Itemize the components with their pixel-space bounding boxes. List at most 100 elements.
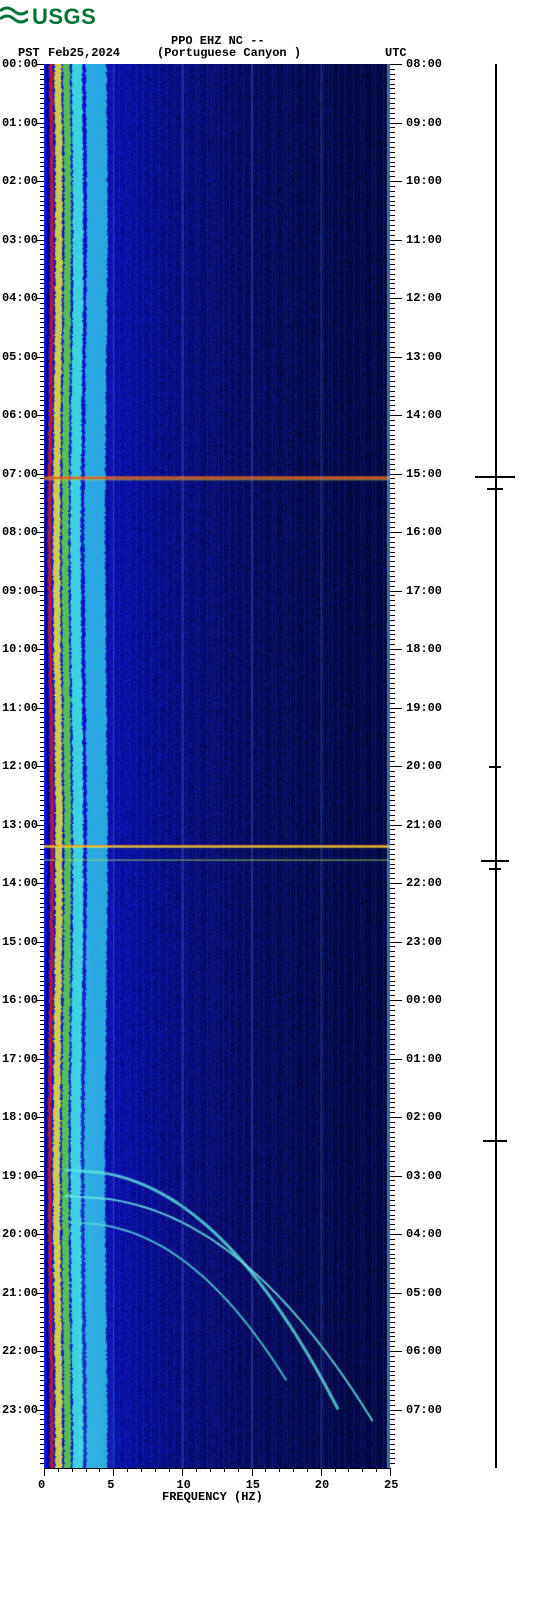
y-right-minor-tick [390, 581, 395, 582]
y-left-minor-tick [40, 1141, 44, 1142]
x-minor-tick [86, 1468, 87, 1472]
y-left-minor-tick [40, 717, 44, 718]
y-right-minor-tick [390, 537, 395, 538]
y-right-minor-tick [390, 1215, 395, 1216]
y-left-major-tick [36, 1410, 44, 1411]
y-right-minor-tick [390, 508, 395, 509]
event-track-tick [489, 868, 501, 870]
y-left-minor-tick [40, 152, 44, 153]
y-right-minor-tick [390, 1371, 395, 1372]
x-minor-tick [72, 1468, 73, 1472]
y-left-minor-tick [40, 1078, 44, 1079]
y-right-minor-tick [390, 1229, 395, 1230]
y-left-minor-tick [40, 1439, 44, 1440]
y-right-minor-tick [390, 1171, 395, 1172]
y-right-minor-tick [390, 118, 395, 119]
y-right-minor-tick [390, 1375, 395, 1376]
y-left-minor-tick [40, 868, 44, 869]
y-right-minor-tick [390, 1107, 395, 1108]
y-left-minor-tick [40, 1307, 44, 1308]
y-left-minor-tick [40, 1444, 44, 1445]
y-left-minor-tick [40, 751, 44, 752]
y-right-minor-tick [390, 1395, 395, 1396]
y-right-minor-tick [390, 820, 395, 821]
y-right-minor-tick [390, 1127, 395, 1128]
y-right-minor-tick [390, 1385, 395, 1386]
y-right-minor-tick [390, 620, 395, 621]
y-left-minor-tick [40, 581, 44, 582]
y-left-minor-tick [40, 1254, 44, 1255]
y-right-minor-tick [390, 1078, 395, 1079]
y-left-minor-tick [40, 1088, 44, 1089]
x-minor-tick [279, 1468, 280, 1472]
y-right-minor-tick [390, 790, 395, 791]
y-right-minor-tick [390, 1356, 395, 1357]
y-left-minor-tick [40, 1068, 44, 1069]
y-left-minor-tick [40, 912, 44, 913]
x-minor-tick [362, 1468, 363, 1472]
y-right-minor-tick [390, 552, 395, 553]
y-left-minor-tick [40, 235, 44, 236]
y-right-minor-tick [390, 1102, 395, 1103]
y-left-major-tick [36, 825, 44, 826]
y-left-minor-tick [40, 737, 44, 738]
y-right-major-tick [390, 357, 402, 358]
y-left-minor-tick [40, 698, 44, 699]
y-right-minor-tick [390, 283, 395, 284]
y-left-minor-tick [40, 79, 44, 80]
y-right-minor-tick [390, 1005, 395, 1006]
y-left-minor-tick [40, 1166, 44, 1167]
y-right-minor-tick [390, 912, 395, 913]
y-left-minor-tick [40, 527, 44, 528]
y-left-minor-tick [40, 1385, 44, 1386]
y-left-minor-tick [40, 318, 44, 319]
y-left-minor-tick [40, 196, 44, 197]
y-left-minor-tick [40, 483, 44, 484]
y-right-label: 05:00 [406, 1286, 442, 1300]
y-right-major-tick [390, 1176, 402, 1177]
y-left-minor-tick [40, 859, 44, 860]
y-right-minor-tick [390, 1190, 395, 1191]
y-left-minor-tick [40, 1146, 44, 1147]
y-left-minor-tick [40, 517, 44, 518]
y-left-minor-tick [40, 1224, 44, 1225]
y-right-minor-tick [390, 566, 395, 567]
y-left-minor-tick [40, 459, 44, 460]
y-right-minor-tick [390, 1336, 395, 1337]
y-right-minor-tick [390, 405, 395, 406]
y-left-minor-tick [40, 1180, 44, 1181]
y-left-minor-tick [40, 805, 44, 806]
y-left-minor-tick [40, 654, 44, 655]
y-left-minor-tick [40, 776, 44, 777]
y-left-label: 04:00 [2, 291, 38, 305]
y-right-minor-tick [390, 990, 395, 991]
y-right-minor-tick [390, 1044, 395, 1045]
y-right-minor-tick [390, 561, 395, 562]
y-left-minor-tick [40, 600, 44, 601]
event-track-tick [483, 1140, 507, 1142]
y-left-minor-tick [40, 615, 44, 616]
y-right-minor-tick [390, 322, 395, 323]
y-left-label: 21:00 [2, 1286, 38, 1300]
y-right-minor-tick [390, 907, 395, 908]
y-right-minor-tick [390, 864, 395, 865]
y-right-minor-tick [390, 815, 395, 816]
y-right-minor-tick [390, 893, 395, 894]
x-axis-title: FREQUENCY (HZ) [162, 1490, 263, 1504]
y-right-minor-tick [390, 1419, 395, 1420]
x-minor-tick [307, 1468, 308, 1472]
y-right-minor-tick [390, 576, 395, 577]
y-left-label: 14:00 [2, 876, 38, 890]
y-left-label: 12:00 [2, 759, 38, 773]
y-left-minor-tick [40, 342, 44, 343]
y-left-minor-tick [40, 1005, 44, 1006]
x-minor-tick [155, 1468, 156, 1472]
y-left-minor-tick [40, 703, 44, 704]
y-left-minor-tick [40, 113, 44, 114]
y-right-major-tick [390, 298, 402, 299]
y-right-label: 06:00 [406, 1344, 442, 1358]
y-right-minor-tick [390, 688, 395, 689]
y-right-minor-tick [390, 659, 395, 660]
y-left-minor-tick [40, 1229, 44, 1230]
y-left-minor-tick [40, 303, 44, 304]
